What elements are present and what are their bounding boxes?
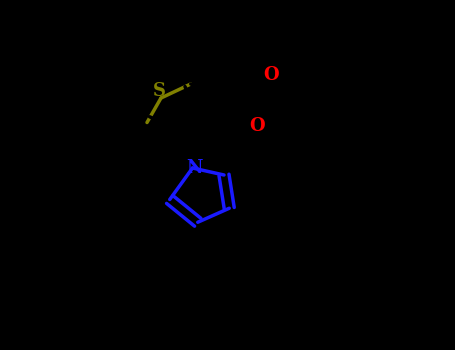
Text: O: O: [249, 117, 265, 135]
Text: S: S: [153, 82, 166, 100]
Text: N: N: [186, 159, 202, 177]
Text: O: O: [263, 66, 279, 84]
